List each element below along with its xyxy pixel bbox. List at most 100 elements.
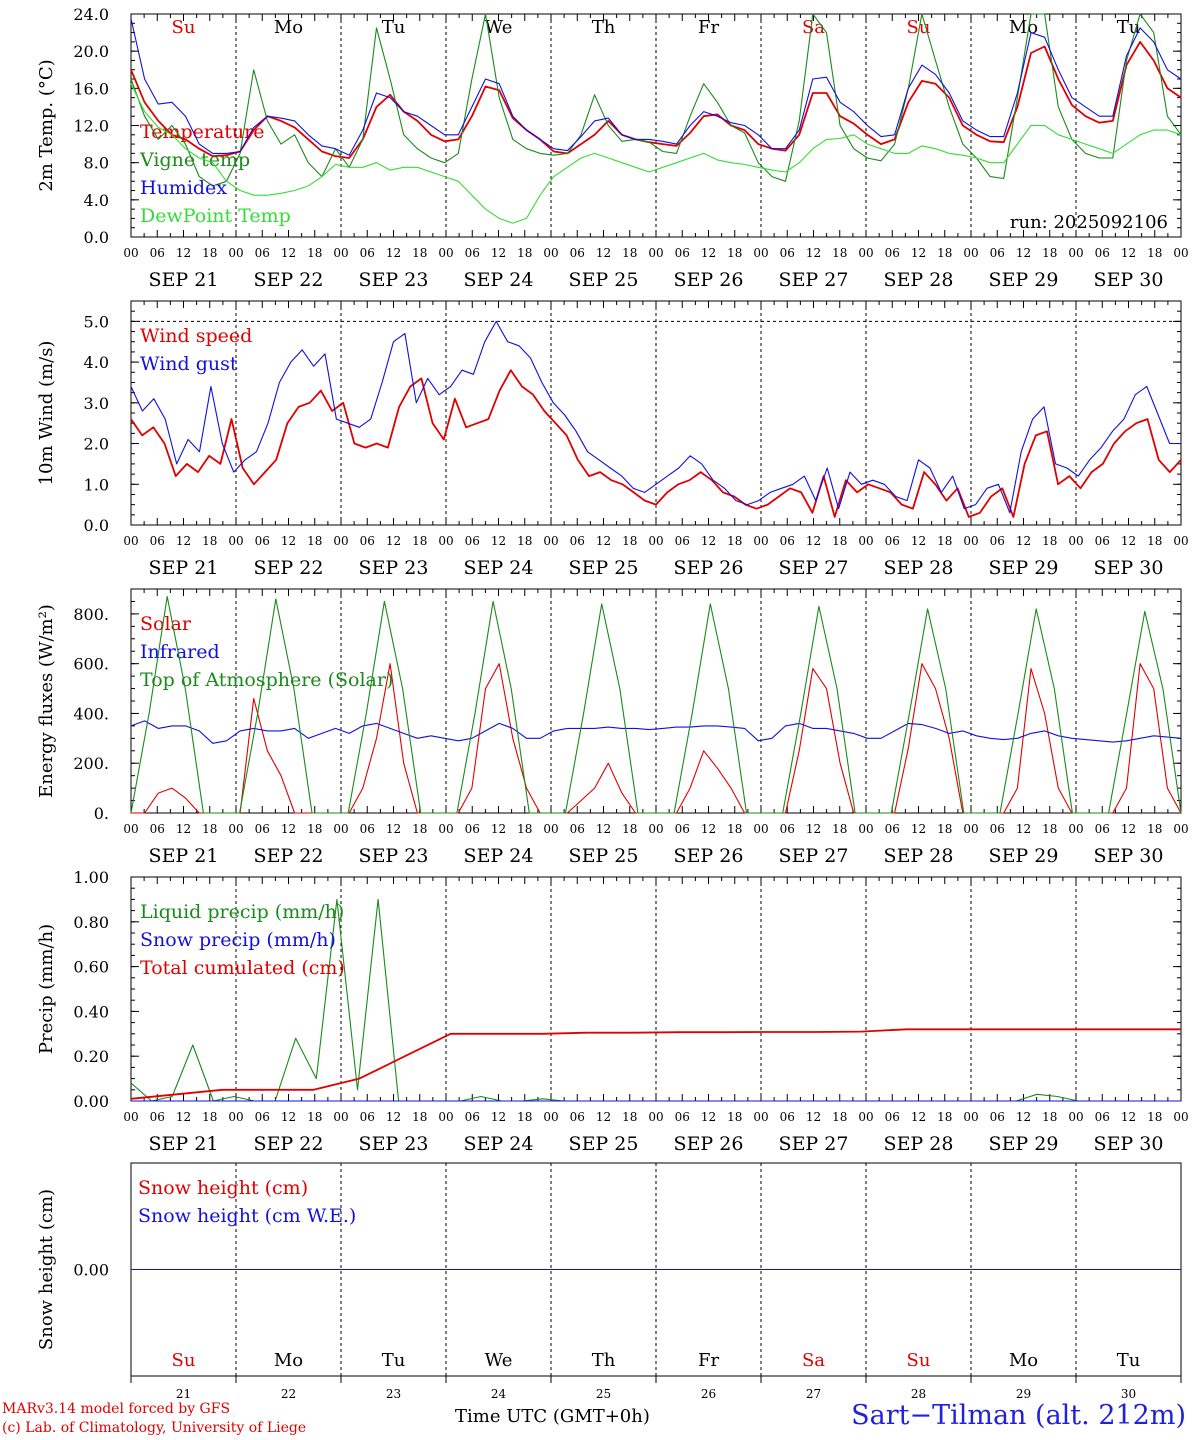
hour-tick-label: 00	[228, 246, 243, 260]
hour-tick-label: 12	[1121, 1110, 1136, 1124]
hour-tick-label: 06	[150, 246, 165, 260]
hour-tick-label: 00	[1173, 1110, 1188, 1124]
hour-tick-label: 00	[1173, 246, 1188, 260]
hour-tick-label: 18	[1042, 822, 1057, 836]
hour-tick-label: 18	[1042, 534, 1057, 548]
weekday-label: Sa	[802, 1350, 825, 1371]
hour-tick-label: 12	[806, 1110, 821, 1124]
y-axis-label: 2m Temp. (°C)	[36, 59, 57, 191]
date-label: SEP 27	[779, 269, 849, 291]
hour-tick-label: 00	[1068, 246, 1083, 260]
hour-tick-label: 18	[307, 822, 322, 836]
hour-tick-label: 00	[963, 534, 978, 548]
y-tick-label: 0.	[94, 804, 109, 823]
weekday-label: Tu	[1117, 1350, 1141, 1371]
day-number-label: 24	[491, 1387, 507, 1401]
hour-tick-label: 12	[701, 246, 716, 260]
y-tick-label: 0.40	[73, 1002, 109, 1021]
hour-tick-label: 12	[1016, 534, 1031, 548]
hour-tick-label: 06	[990, 246, 1005, 260]
y-tick-label: 600.	[73, 655, 109, 674]
hour-tick-label: 18	[937, 822, 952, 836]
date-label: SEP 30	[1094, 269, 1164, 291]
hour-tick-label: 00	[228, 822, 243, 836]
hour-tick-label: 18	[1147, 822, 1162, 836]
hour-tick-label: 12	[281, 1110, 296, 1124]
hour-tick-label: 00	[333, 822, 348, 836]
hour-tick-label: 18	[832, 534, 847, 548]
hour-tick-label: 18	[202, 822, 217, 836]
date-label: SEP 22	[254, 845, 324, 867]
hour-tick-label: 00	[543, 822, 558, 836]
hour-tick-label: 06	[675, 822, 690, 836]
hour-tick-label: 00	[1068, 1110, 1083, 1124]
hour-tick-label: 06	[885, 822, 900, 836]
day-number-label: 23	[386, 1387, 401, 1401]
hour-tick-label: 06	[780, 534, 795, 548]
hour-tick-label: 18	[622, 534, 637, 548]
legend-entry: Top of Atmosphere (Solar)	[140, 669, 393, 691]
hour-tick-label: 12	[1016, 246, 1031, 260]
hour-tick-label: 00	[123, 534, 138, 548]
y-tick-label: 0.0	[84, 228, 109, 247]
hour-tick-label: 18	[727, 1110, 742, 1124]
hour-tick-label: 12	[176, 246, 191, 260]
hour-tick-label: 18	[517, 246, 532, 260]
hour-tick-label: 06	[570, 822, 585, 836]
date-label: SEP 28	[884, 845, 954, 867]
hour-tick-label: 00	[438, 246, 453, 260]
hour-tick-label: 00	[753, 822, 768, 836]
panel-2-frame	[130, 300, 1182, 526]
hour-tick-label: 12	[176, 534, 191, 548]
hour-tick-label: 12	[491, 1110, 506, 1124]
hour-tick-label: 06	[990, 822, 1005, 836]
date-label: SEP 21	[149, 1133, 219, 1155]
series-line-top-of-atmosphere-solar-	[130, 595, 1182, 814]
date-label: SEP 21	[149, 845, 219, 867]
hour-tick-label: 00	[963, 822, 978, 836]
hour-tick-label: 06	[255, 534, 270, 548]
legend-entry: Liquid precip (mm/h)	[140, 901, 344, 923]
weekday-label: Mo	[274, 1350, 303, 1371]
y-tick-label: 8.0	[84, 154, 109, 173]
hour-tick-label: 12	[1121, 246, 1136, 260]
hour-tick-label: 12	[701, 1110, 716, 1124]
hour-tick-label: 06	[780, 822, 795, 836]
hour-tick-label: 00	[438, 534, 453, 548]
hour-tick-label: 18	[1042, 1110, 1057, 1124]
y-tick-label: 0.00	[73, 1092, 109, 1111]
date-label: SEP 28	[884, 269, 954, 291]
hour-tick-label: 00	[333, 1110, 348, 1124]
hour-tick-label: 06	[1095, 822, 1110, 836]
hour-tick-label: 06	[675, 1110, 690, 1124]
time-axis-label: Time UTC (GMT+0h)	[455, 1406, 650, 1427]
date-label: SEP 21	[149, 557, 219, 579]
y-tick-label: 0.20	[73, 1047, 109, 1066]
date-label: SEP 22	[254, 557, 324, 579]
y-axis-label: 10m Wind (m/s)	[36, 341, 57, 486]
hour-tick-label: 12	[596, 534, 611, 548]
hour-tick-label: 12	[1121, 822, 1136, 836]
hour-tick-label: 00	[648, 1110, 663, 1124]
hour-tick-label: 12	[596, 1110, 611, 1124]
hour-tick-label: 12	[806, 822, 821, 836]
y-tick-label: 0.0	[84, 516, 109, 535]
y-axis-label: Snow height (cm)	[36, 1189, 57, 1350]
hour-tick-label: 12	[386, 246, 401, 260]
date-label: SEP 29	[989, 1133, 1059, 1155]
hour-tick-label: 00	[753, 534, 768, 548]
y-tick-label: 200.	[73, 754, 109, 773]
hour-tick-label: 06	[255, 822, 270, 836]
y-tick-label: 3.0	[84, 394, 109, 413]
hour-tick-label: 18	[307, 1110, 322, 1124]
y-tick-label: 16.0	[73, 79, 109, 98]
hour-tick-label: 18	[307, 534, 322, 548]
date-label: SEP 23	[359, 269, 429, 291]
date-label: SEP 24	[464, 269, 534, 291]
hour-tick-label: 00	[858, 822, 873, 836]
hour-tick-label: 18	[202, 246, 217, 260]
hour-tick-label: 12	[281, 822, 296, 836]
hour-tick-label: 06	[465, 534, 480, 548]
y-tick-label: 2.0	[84, 435, 109, 454]
hour-tick-label: 12	[911, 246, 926, 260]
